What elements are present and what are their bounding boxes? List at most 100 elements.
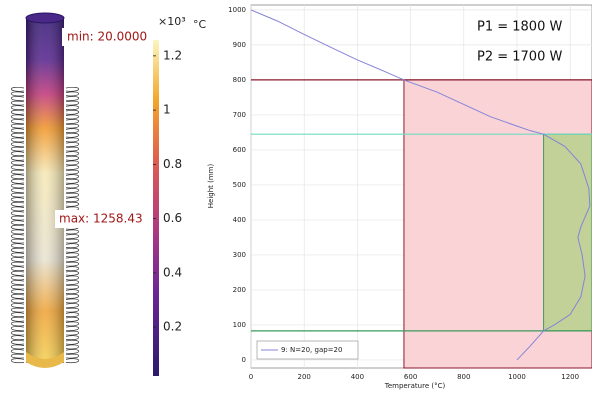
coil-turn	[66, 336, 79, 340]
y-tick-label: 300	[233, 251, 246, 259]
coil-turn	[11, 304, 24, 308]
coil-turn	[11, 262, 24, 266]
coil-turn	[11, 340, 24, 344]
coil-turn	[66, 110, 79, 114]
coil-turn	[66, 290, 79, 294]
y-tick-label: 1000	[228, 6, 246, 14]
coil-turn	[11, 244, 24, 248]
coil-turn	[11, 138, 24, 142]
coil-turn	[66, 267, 79, 271]
coil-turn	[11, 106, 24, 110]
coil-turn	[11, 345, 24, 349]
coil-turn	[11, 189, 24, 193]
coil-turn	[11, 101, 24, 105]
coil-turn	[66, 97, 79, 101]
colorbar-tick-label: 0.8	[163, 157, 182, 171]
coil-turn	[66, 147, 79, 151]
coil-turn	[11, 202, 24, 206]
coil-turn	[66, 120, 79, 124]
coil-turn	[66, 313, 79, 317]
coil-turn	[66, 184, 79, 188]
coil-turn	[11, 156, 24, 160]
coil-turn	[66, 87, 79, 91]
coil-turn	[11, 175, 24, 179]
y-tick-label: 0	[242, 356, 246, 364]
coil-turn	[66, 106, 79, 110]
coil-turn	[11, 336, 24, 340]
coil-turn	[11, 322, 24, 326]
coil-turn	[66, 322, 79, 326]
coil-turn	[11, 267, 24, 271]
x-tick-label: 1000	[508, 373, 526, 381]
coil-turn	[11, 161, 24, 165]
coil-turn	[11, 276, 24, 280]
coil-turn	[66, 115, 79, 119]
coil-turn	[11, 354, 24, 358]
coil-turn	[11, 147, 24, 151]
x-tick-label: 800	[457, 373, 470, 381]
rod-shade	[26, 18, 64, 363]
coil-turn	[66, 170, 79, 174]
coil-turn	[11, 170, 24, 174]
coil-turn	[66, 124, 79, 128]
coil-turn	[11, 359, 24, 363]
y-tick-label: 600	[233, 146, 246, 154]
x-tick-label: 200	[298, 373, 311, 381]
page: {"render": {"min_label": "min: 20.0000",…	[0, 0, 592, 393]
coil-turn	[66, 345, 79, 349]
legend-label: 9: N=20, gap=20	[281, 346, 342, 354]
coil-turn	[11, 133, 24, 137]
colorbar-unit: °C	[193, 18, 207, 31]
coil-turn	[66, 129, 79, 133]
coil-turn	[11, 235, 24, 239]
coil-turn	[66, 258, 79, 262]
y-tick-label: 100	[233, 321, 246, 329]
coil-turn	[11, 253, 24, 257]
coil-turn	[66, 166, 79, 170]
annotation: P1 = 1800 W	[477, 20, 562, 35]
coil-turn	[66, 133, 79, 137]
coil-turn	[66, 161, 79, 165]
coil-turn	[66, 202, 79, 206]
y-axis-label: Height (mm)	[207, 164, 215, 209]
coil-turn	[66, 299, 79, 303]
coil-turn	[66, 156, 79, 160]
coil-turn	[11, 281, 24, 285]
coil-turn	[11, 327, 24, 331]
coil-turn	[11, 248, 24, 252]
coil-turn	[66, 317, 79, 321]
coil-turn	[66, 331, 79, 335]
colorbar-scale: ×10³	[158, 15, 186, 28]
coil-turn	[11, 350, 24, 354]
coil-turn	[11, 294, 24, 298]
coil-turn	[11, 120, 24, 124]
coil-turn	[11, 216, 24, 220]
coil-turn	[66, 253, 79, 257]
coil-turn	[66, 262, 79, 266]
annotation: P2 = 1700 W	[477, 50, 562, 65]
coil-turn	[66, 152, 79, 156]
coil-turn	[11, 207, 24, 211]
coil-turn	[11, 221, 24, 225]
coil-turn	[66, 354, 79, 358]
coil-turn	[11, 290, 24, 294]
coil-turn	[11, 129, 24, 133]
y-tick-label: 700	[233, 111, 246, 119]
y-tick-label: 800	[233, 76, 246, 84]
coil-turn	[11, 225, 24, 229]
x-tick-label: 400	[351, 373, 364, 381]
coil-turn	[11, 331, 24, 335]
colorbar-tick-label: 0.2	[163, 320, 182, 334]
coil-turn	[11, 143, 24, 147]
colorbar-tick-label: 1.2	[163, 48, 182, 62]
coil-turn	[66, 230, 79, 234]
coil-turn	[66, 340, 79, 344]
rod-top	[26, 13, 64, 23]
y-tick-label: 200	[233, 286, 246, 294]
coil-turn	[11, 92, 24, 96]
coil-turn	[11, 198, 24, 202]
coil-turn	[11, 230, 24, 234]
coil-turn	[66, 271, 79, 275]
coil-turn	[66, 175, 79, 179]
colorbar-tick-label: 1	[163, 103, 171, 117]
